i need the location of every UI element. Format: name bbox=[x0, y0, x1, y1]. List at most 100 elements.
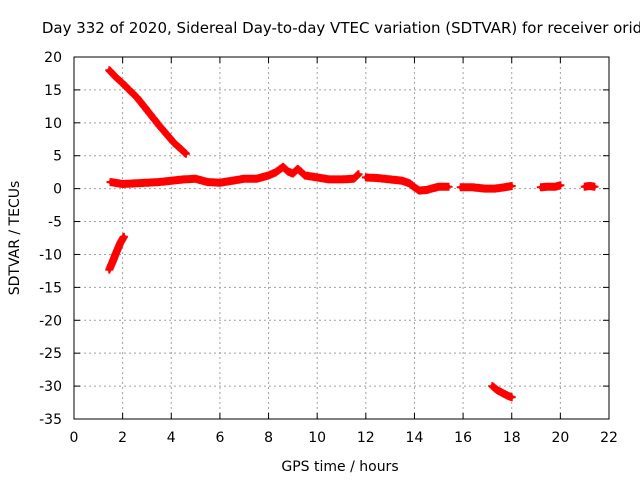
data-point bbox=[144, 180, 149, 185]
data-point bbox=[592, 184, 597, 189]
plot-frame bbox=[73, 56, 610, 420]
data-point bbox=[327, 177, 332, 182]
y-tick-label: -20 bbox=[39, 313, 62, 329]
data-point bbox=[120, 81, 125, 86]
x-tick-label: 18 bbox=[503, 430, 521, 446]
x-tick-label: 6 bbox=[215, 430, 224, 446]
data-point bbox=[509, 395, 514, 400]
data-point bbox=[356, 172, 361, 177]
data-point bbox=[135, 95, 140, 100]
data-point bbox=[315, 175, 320, 180]
data-point bbox=[157, 180, 162, 185]
data-point bbox=[286, 169, 290, 174]
x-tick-label: 10 bbox=[308, 430, 326, 446]
data-point bbox=[132, 181, 137, 186]
data-point bbox=[339, 177, 344, 182]
plot-series bbox=[105, 66, 599, 402]
data-point bbox=[118, 241, 123, 246]
data-point bbox=[107, 267, 112, 272]
data-point bbox=[509, 184, 514, 189]
chart-title: Day 332 of 2020, Sidereal Day-to-day VTE… bbox=[42, 19, 640, 37]
data-point bbox=[490, 384, 495, 389]
data-point bbox=[502, 185, 507, 190]
data-point bbox=[303, 173, 308, 178]
data-point bbox=[504, 393, 509, 398]
y-tick-label: 15 bbox=[44, 83, 62, 99]
y-tick-label: 20 bbox=[44, 50, 62, 66]
y-axis-label: SDTVAR / TECUs bbox=[7, 181, 23, 296]
data-point bbox=[500, 390, 504, 395]
data-point bbox=[482, 186, 487, 191]
axis-ticks bbox=[73, 56, 610, 420]
data-point bbox=[446, 184, 451, 189]
x-tick-label: 8 bbox=[264, 430, 273, 446]
data-point bbox=[470, 185, 475, 190]
series-satellite-late-descending bbox=[488, 382, 516, 402]
data-point bbox=[431, 185, 436, 190]
data-point bbox=[407, 181, 412, 186]
data-point bbox=[388, 177, 393, 182]
data-point bbox=[127, 88, 132, 93]
x-tick-label: 16 bbox=[454, 430, 472, 446]
y-tick-label: 5 bbox=[53, 149, 62, 165]
data-point bbox=[582, 184, 587, 189]
data-point bbox=[110, 259, 115, 264]
series-markers bbox=[106, 162, 363, 188]
y-tick-labels: -35 -30 -25 -20 -15 -10 -5 0 5 10 15 20 bbox=[39, 50, 62, 428]
x-tick-label: 12 bbox=[357, 430, 375, 446]
data-point bbox=[587, 184, 592, 189]
data-point bbox=[108, 180, 113, 185]
data-point bbox=[121, 234, 126, 239]
data-point bbox=[546, 184, 551, 189]
data-point bbox=[217, 180, 222, 185]
data-point bbox=[553, 184, 558, 189]
series-satellite-rising bbox=[105, 232, 128, 274]
data-point bbox=[114, 249, 119, 254]
x-tick-label: 4 bbox=[167, 430, 176, 446]
data-point bbox=[242, 176, 247, 181]
y-tick-label: -25 bbox=[39, 346, 62, 362]
data-point bbox=[142, 105, 147, 110]
data-point bbox=[351, 176, 356, 181]
data-point bbox=[266, 173, 271, 178]
series-satellite-main-band bbox=[106, 162, 363, 188]
x-tick-label: 14 bbox=[406, 430, 424, 446]
data-point bbox=[193, 176, 198, 181]
data-point bbox=[113, 74, 118, 79]
x-axis-label: GPS time / hours bbox=[281, 459, 398, 475]
data-point bbox=[281, 164, 286, 169]
data-point bbox=[171, 140, 176, 145]
data-point bbox=[164, 132, 169, 137]
data-point bbox=[157, 123, 162, 128]
y-tick-label: -15 bbox=[39, 280, 62, 296]
data-point bbox=[363, 175, 368, 180]
data-point bbox=[417, 188, 422, 193]
data-point bbox=[558, 183, 563, 188]
data-point bbox=[149, 114, 154, 119]
data-point bbox=[458, 185, 463, 190]
x-tick-label: 0 bbox=[70, 430, 79, 446]
data-point bbox=[290, 171, 295, 176]
series-satellite-midday bbox=[361, 173, 453, 195]
y-tick-label: -10 bbox=[39, 247, 62, 263]
data-point bbox=[495, 388, 500, 393]
data-point bbox=[538, 185, 543, 190]
data-point bbox=[254, 176, 259, 181]
data-point bbox=[230, 178, 235, 183]
data-point bbox=[492, 186, 497, 191]
x-tick-label: 20 bbox=[551, 430, 569, 446]
y-tick-label: -30 bbox=[39, 379, 62, 395]
data-point bbox=[107, 68, 112, 73]
data-point bbox=[179, 147, 183, 152]
data-point bbox=[424, 187, 429, 192]
y-tick-label: -5 bbox=[48, 215, 62, 231]
data-point bbox=[375, 176, 380, 181]
grid bbox=[74, 57, 609, 419]
y-tick-label: -35 bbox=[39, 412, 62, 428]
data-point bbox=[181, 177, 186, 182]
y-tick-label: 0 bbox=[53, 182, 62, 198]
data-point bbox=[295, 166, 300, 171]
y-tick-label: 10 bbox=[44, 116, 62, 132]
data-point bbox=[412, 185, 417, 190]
